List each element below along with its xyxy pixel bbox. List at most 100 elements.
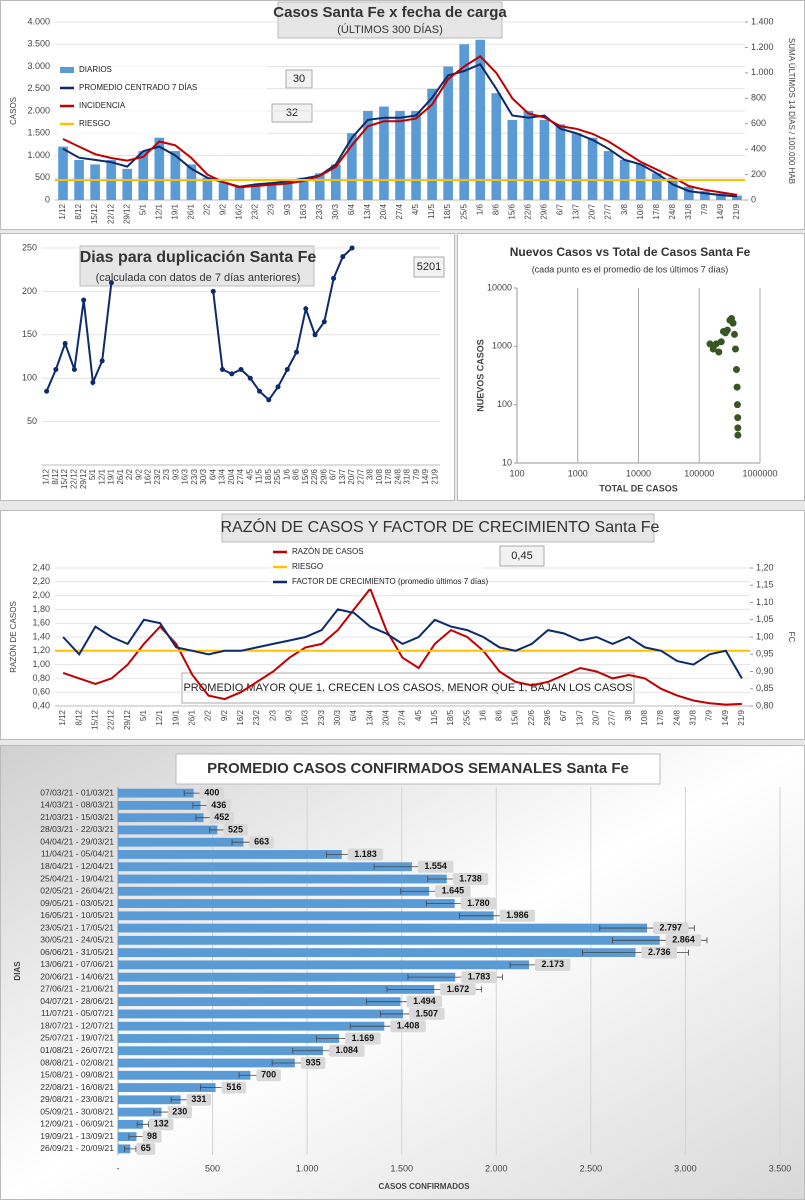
y-tick-label: 1,80 xyxy=(32,604,50,614)
bar xyxy=(507,119,518,200)
point xyxy=(734,431,742,439)
x-tick-label: 9/3 xyxy=(283,203,292,215)
chart-title: PROMEDIO CASOS CONFIRMADOS SEMANALES San… xyxy=(207,760,629,777)
data-label-box xyxy=(249,836,274,849)
bar xyxy=(118,1009,404,1019)
annotation-box xyxy=(285,69,313,89)
legend-swatch xyxy=(60,67,74,73)
x-tick-label: 25/5 xyxy=(459,203,468,219)
x-tick-label: 10/8 xyxy=(636,203,645,219)
bar xyxy=(218,182,229,200)
data-label: 1.986 xyxy=(506,910,529,920)
x-tick-label: 27/4 xyxy=(236,468,245,484)
error-bar xyxy=(136,1121,150,1128)
x-tick-label: 4/5 xyxy=(411,203,420,215)
x-tick-label: 9/2 xyxy=(220,709,229,721)
data-label: 525 xyxy=(228,824,243,834)
x-tick-label: 25/5 xyxy=(273,468,282,484)
x-tick-label: 8/12 xyxy=(74,203,83,219)
marker xyxy=(266,397,272,403)
marker xyxy=(99,358,105,364)
bar xyxy=(491,93,502,200)
bar xyxy=(118,923,648,933)
bar xyxy=(118,1034,340,1043)
data-label: 2.864 xyxy=(672,935,695,945)
x-tick-label: 8/12 xyxy=(51,468,60,484)
annotation-box xyxy=(271,103,313,123)
bar xyxy=(379,106,389,200)
x-tick-label: 22/6 xyxy=(523,203,532,219)
y-tick-label: 27/06/21 - 21/06/21 xyxy=(40,984,114,994)
y-tick-label: 2,00 xyxy=(32,590,50,600)
marker xyxy=(71,367,77,373)
data-label: 1.494 xyxy=(413,996,436,1006)
data-label-box xyxy=(345,1032,381,1045)
x-tick-label: 4/5 xyxy=(414,709,423,721)
x-tick-label: 16/3 xyxy=(299,203,308,219)
line xyxy=(45,247,353,402)
marker xyxy=(303,306,309,312)
bar xyxy=(635,164,646,200)
data-label-box xyxy=(142,1130,162,1143)
data-label: 1.084 xyxy=(336,1045,359,1055)
bar xyxy=(118,1132,137,1142)
x-tick-label: 12/1 xyxy=(155,709,164,725)
y-tick-label: 150 xyxy=(22,329,37,339)
x-tick-label: 29/6 xyxy=(543,709,552,725)
x-tick-label: 29/6 xyxy=(319,468,328,484)
bar xyxy=(118,1095,181,1105)
x-tick-label: 1/12 xyxy=(42,468,51,484)
chart-subtitle: (cada punto es el promedio de los último… xyxy=(532,264,729,274)
x-tick-label: 1/6 xyxy=(282,468,291,480)
data-label-box xyxy=(390,1020,426,1033)
legend-label: RAZÓN DE CASOS xyxy=(292,547,364,556)
x-tick-label: 20/7 xyxy=(592,709,601,725)
x-tick-label: 3/8 xyxy=(624,709,633,721)
y2-tick-label: 1,10 xyxy=(756,597,774,607)
annotation: 32 xyxy=(286,107,298,119)
x-tick-label: 6/7 xyxy=(559,709,568,721)
y-tick-label: 100 xyxy=(22,373,37,383)
x-tick-label: 14/9 xyxy=(721,709,730,725)
x-tick-label: 8/6 xyxy=(491,203,500,215)
x-tick-label: 5/1 xyxy=(88,468,97,480)
bar xyxy=(122,168,133,200)
x-tick-label: 22/12 xyxy=(106,203,115,224)
x-tick-label: 26/1 xyxy=(187,709,196,725)
bar xyxy=(118,862,412,872)
y-tick-label: 18/07/21 - 12/07/21 xyxy=(40,1020,114,1030)
bar xyxy=(716,193,726,200)
marker xyxy=(53,367,59,373)
x-tick-label: 6/7 xyxy=(329,468,338,480)
bar xyxy=(118,837,244,847)
chart-subtitle: (ÚLTIMOS 300 DÍAS) xyxy=(337,23,443,36)
x-tick-label: 13/4 xyxy=(363,203,372,219)
data-label-box xyxy=(209,811,234,824)
bar xyxy=(118,972,456,982)
y-tick-label: 1000 xyxy=(492,341,512,351)
y-axis-label: CASOS xyxy=(9,97,18,125)
x-tick-label: 2/3 xyxy=(162,468,171,480)
x-tick-label: 16/3 xyxy=(181,468,190,484)
data-label: 230 xyxy=(172,1106,187,1116)
y-tick-label: 2,40 xyxy=(32,562,50,572)
y-tick-label: 02/05/21 - 26/04/21 xyxy=(40,886,114,896)
x-tick-label: 1/12 xyxy=(58,203,67,219)
bar xyxy=(395,111,405,200)
x-tick-label: 17/8 xyxy=(384,468,393,484)
x-tick-label: 21/9 xyxy=(737,709,746,725)
x-tick-label: 24/8 xyxy=(672,709,681,725)
bar xyxy=(571,133,582,200)
bar xyxy=(170,151,181,200)
x-tick-label: 18/5 xyxy=(264,468,273,484)
x-tick-label: 7/9 xyxy=(412,468,421,480)
x-tick-label: 11/5 xyxy=(427,203,436,219)
y-tick-label: 26/09/21 - 20/09/21 xyxy=(40,1143,114,1153)
bar xyxy=(234,186,245,200)
y-tick-label: 13/06/21 - 07/06/21 xyxy=(40,959,114,969)
data-label-box xyxy=(199,787,225,800)
bar xyxy=(118,850,342,859)
y2-tick-label: 1,15 xyxy=(756,580,774,590)
y2-tick-label: 1.000 xyxy=(751,67,774,77)
y-tick-label: 250 xyxy=(22,242,37,252)
